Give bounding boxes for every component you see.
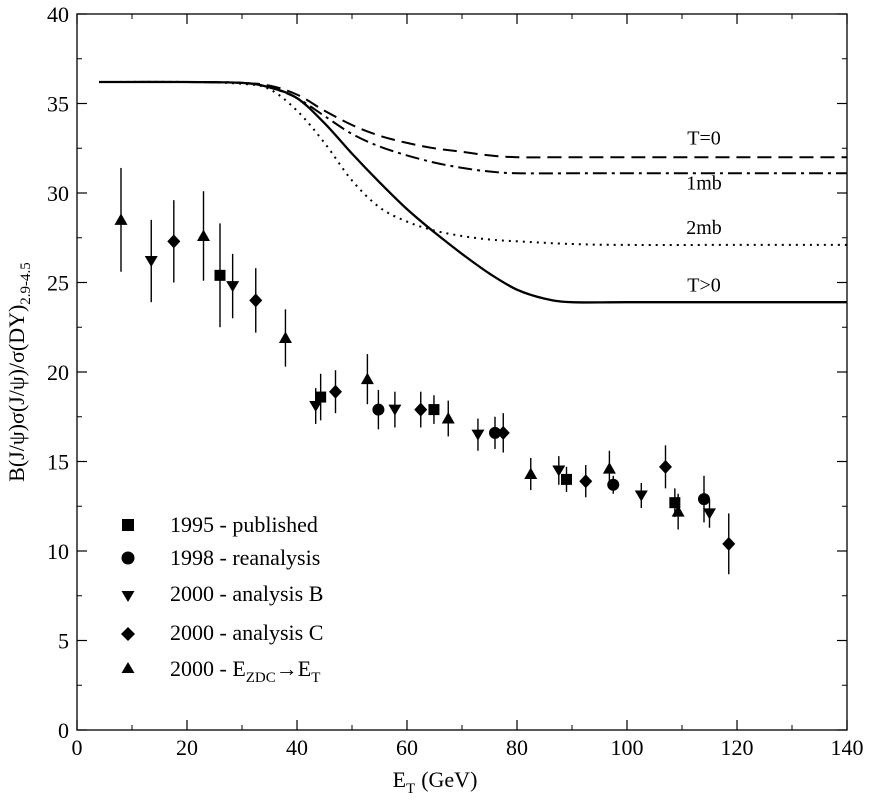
legend-marker-2000c <box>121 627 135 641</box>
legend-label-2000-ezdc: 2000 - EZDC→ET <box>170 656 320 686</box>
x-axis-title-main: E <box>393 767 406 792</box>
data-point-triangle-down <box>144 256 158 268</box>
y-tick-label: 0 <box>58 718 69 743</box>
data-point-diamond <box>659 459 672 474</box>
data-point-diamond <box>414 402 428 417</box>
data-point-triangle-up <box>441 412 455 424</box>
data-point-square <box>561 473 572 485</box>
series-triangle-up <box>114 167 685 530</box>
y-axis-title-main: B(J/ψ)σ(J/ψ)/σ(DY) <box>4 305 29 482</box>
y-tick-label: 25 <box>47 271 69 296</box>
data-point-circle <box>489 426 501 439</box>
y-tick-label: 10 <box>47 539 69 564</box>
x-tick-label: 140 <box>831 735 864 760</box>
y-tick-label: 30 <box>47 181 69 206</box>
data-point-triangle-down <box>388 404 402 416</box>
plot-area: T=0 1mb 2mb T>0 <box>98 80 847 575</box>
data-point-square <box>315 391 327 403</box>
y-tick-label: 15 <box>47 450 69 475</box>
data-point-triangle-down <box>471 429 485 441</box>
x-tick-label: 20 <box>176 735 198 760</box>
data-point-triangle-down <box>634 490 648 502</box>
data-point-triangle-down <box>552 465 566 477</box>
data-point-triangle-up <box>671 505 685 517</box>
curve-label: 1mb <box>686 172 722 194</box>
legend-marker-2000-ezdc <box>121 662 135 673</box>
legend-label-2000-ezdc-sub1: ZDC <box>246 670 276 686</box>
legend: 1995 - published 1998 - reanalysis 2000 … <box>121 512 323 686</box>
legend-label-2000b: 2000 - analysis B <box>170 581 323 606</box>
x-axis-title-unit: (GeV) <box>421 767 477 792</box>
curve-t-0 <box>98 80 847 304</box>
legend-marker-2000b <box>121 591 135 602</box>
data-point-diamond <box>329 384 342 399</box>
data-point-triangle-down <box>703 508 716 520</box>
legend-label-1995: 1995 - published <box>170 512 318 537</box>
legend-marker-1998 <box>121 551 135 565</box>
data-point-triangle-up <box>278 331 292 343</box>
data-point-circle <box>372 403 385 416</box>
data-point-diamond <box>496 425 510 440</box>
legend-label-2000-ezdc-sub2: T <box>311 670 320 686</box>
x-axis-title-sub: T <box>406 781 415 797</box>
data-point-square <box>669 497 681 509</box>
legend-label-1998: 1998 - reanalysis <box>170 545 320 570</box>
x-tick-label: 100 <box>611 735 644 760</box>
x-tick-label: 80 <box>506 735 528 760</box>
data-point-square <box>428 404 440 416</box>
series-diamond <box>167 200 736 575</box>
series-circle <box>372 389 710 523</box>
series-square <box>214 223 681 517</box>
data-point-triangle-up <box>360 372 374 385</box>
legend-label-2000-ezdc-main: 2000 - E <box>170 656 246 681</box>
legend-label-2000c: 2000 - analysis C <box>170 620 323 645</box>
series-triangle-down <box>144 219 716 528</box>
data-point-triangle-down <box>309 401 323 413</box>
data-point-triangle-down <box>226 281 240 293</box>
y-tick-label: 40 <box>47 2 69 27</box>
y-axis-title: B(J/ψ)σ(J/ψ)/σ(DY)2.9-4.5 <box>4 262 34 482</box>
data-point-triangle-up <box>524 467 538 480</box>
data-point-circle <box>607 478 620 491</box>
x-tick-label: 0 <box>72 735 83 760</box>
data-point-triangle-up <box>197 229 210 241</box>
y-tick-label: 5 <box>58 629 69 654</box>
data-point-diamond <box>167 234 181 249</box>
data-point-diamond <box>249 293 263 308</box>
y-tick-label: 35 <box>47 92 69 117</box>
legend-marker-1995 <box>122 519 134 531</box>
data-point-circle <box>698 493 710 506</box>
curve-1mb <box>98 80 847 175</box>
curve-label: T>0 <box>687 274 721 296</box>
data-point-diamond <box>579 474 593 489</box>
data-point-diamond <box>722 536 736 551</box>
curve-label: 2mb <box>686 217 722 239</box>
curve-t-0 <box>98 80 847 159</box>
data-point-triangle-up <box>114 213 128 225</box>
y-axis-title-sub: 2.9-4.5 <box>18 262 34 305</box>
y-tick-label: 20 <box>47 360 69 385</box>
x-tick-label: 120 <box>721 735 754 760</box>
data-point-square <box>214 269 226 281</box>
x-axis-title: ET (GeV) <box>393 767 478 797</box>
legend-label-2000-ezdc-arrow: →E <box>276 656 311 681</box>
curve-label: T=0 <box>687 128 721 150</box>
x-tick-label: 40 <box>286 735 308 760</box>
x-tick-label: 60 <box>396 735 418 760</box>
data-point-triangle-up <box>602 462 616 474</box>
axis-ticks: 0 20 40 60 80 100 120 140 0 5 10 15 20 25 30 35 40 <box>47 2 864 760</box>
